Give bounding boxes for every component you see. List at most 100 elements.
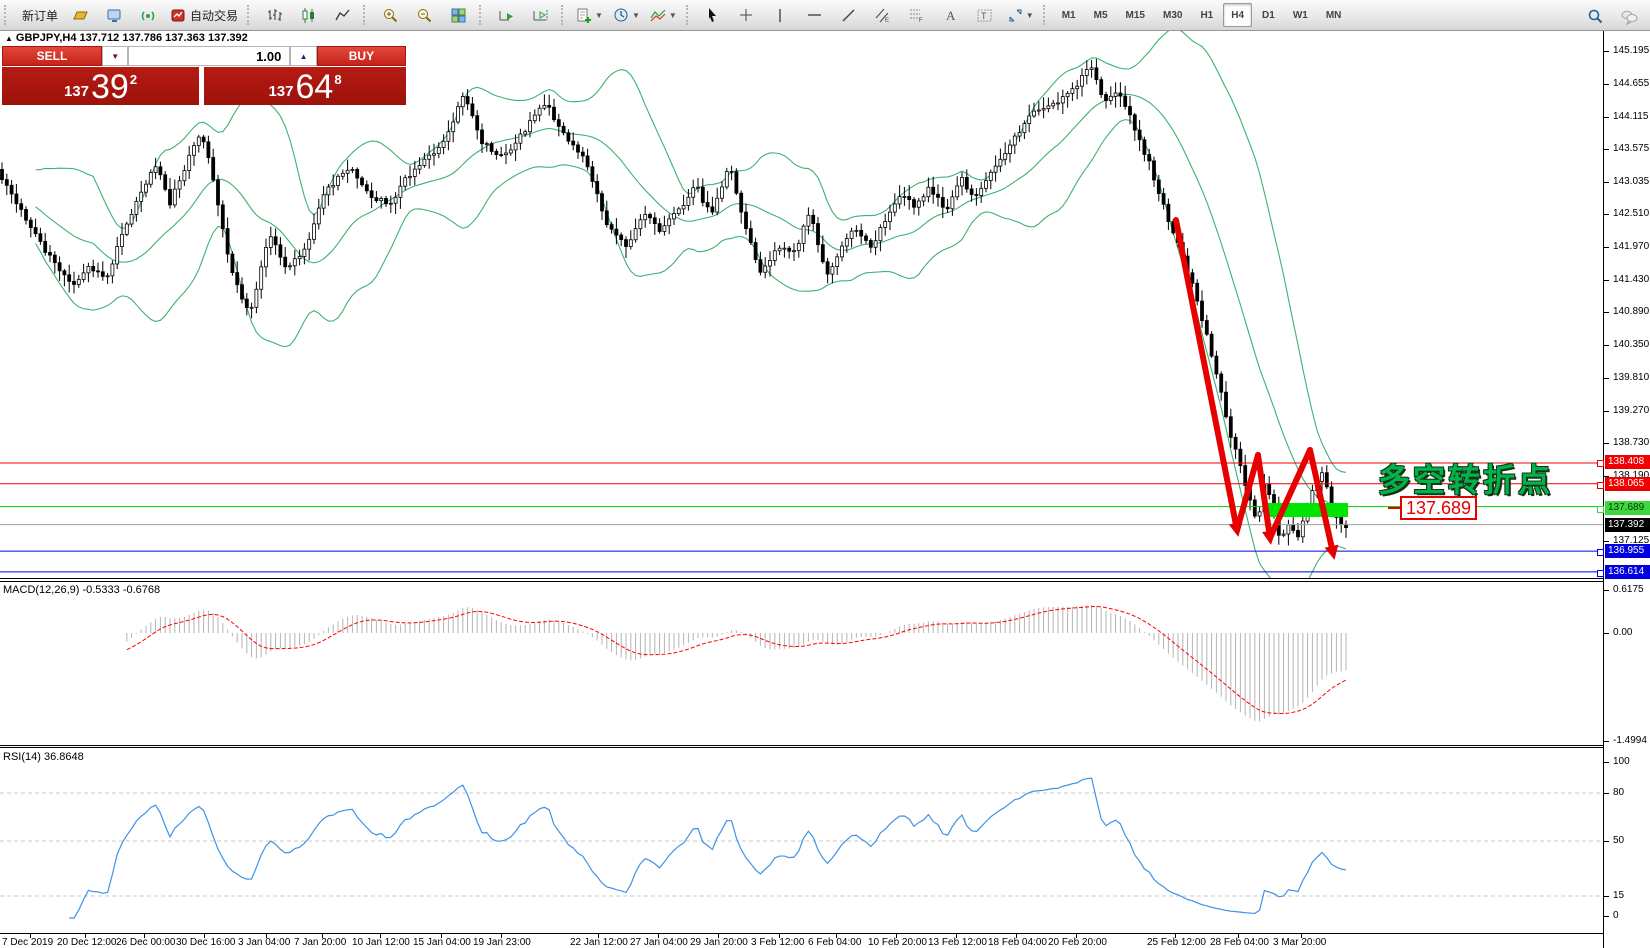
new-order-button-label: 新订单	[22, 8, 59, 23]
terminal-button[interactable]	[98, 2, 130, 28]
tile-windows-button[interactable]	[442, 2, 474, 28]
indicators-button[interactable]: ▼	[646, 2, 681, 28]
panel-separator[interactable]	[0, 578, 1603, 579]
price-tick-label: 139.810	[1613, 372, 1650, 383]
templates-button[interactable]: ▼	[572, 2, 607, 28]
timeframe-button-m15[interactable]: M15	[1125, 9, 1145, 21]
buy-price-prefix: 137	[268, 83, 294, 100]
volume-input[interactable]	[128, 46, 291, 66]
panel-separator[interactable]	[0, 745, 1603, 746]
sell-price-pips: 2	[129, 72, 138, 87]
panel-separator[interactable]	[0, 581, 1603, 582]
macd-subwindow-canvas[interactable]	[0, 581, 1603, 745]
time-tick-label: 26 Dec 00:00	[116, 937, 176, 948]
timeframe-button-m1[interactable]: M1	[1061, 9, 1076, 21]
rsi-subwindow-canvas[interactable]	[0, 748, 1603, 933]
zoom-in-button[interactable]	[374, 2, 406, 28]
line-anchor-marker[interactable]	[1597, 506, 1604, 513]
toolbar-grip	[4, 5, 11, 25]
new-order-button[interactable]: 新订单	[15, 2, 62, 28]
callout-connector	[1388, 507, 1400, 509]
line-anchor-marker[interactable]	[1597, 460, 1604, 467]
timeframe-button-h4[interactable]: H4	[1223, 3, 1253, 27]
sell-button[interactable]: SELL	[2, 46, 102, 66]
price-tick-label: 138.730	[1613, 437, 1650, 448]
support-highlight-bar[interactable]	[1264, 503, 1348, 517]
time-tick-label: 15 Jan 04:00	[413, 937, 471, 948]
volume-decrease-button[interactable]: ▼	[101, 46, 129, 66]
rsi-line	[69, 777, 1347, 919]
timeframe-button-mn[interactable]: MN	[1325, 9, 1342, 21]
price-tick-label: 145.195	[1613, 45, 1650, 56]
horizontal-line-button[interactable]	[799, 2, 831, 28]
macd-tick-label: -1.4994	[1613, 735, 1647, 746]
arrows-button[interactable]: ▼	[1003, 2, 1038, 28]
price-level-label: 136.955	[1605, 544, 1650, 558]
candlestick-button[interactable]	[292, 2, 324, 28]
timeframe-button-d1[interactable]: D1	[1262, 9, 1275, 21]
trend-arrow[interactable]	[1234, 452, 1261, 533]
timeframe-button-w1[interactable]: W1	[1292, 9, 1308, 21]
equidistant-channel-button[interactable]: E	[867, 2, 899, 28]
volume-increase-button[interactable]: ▲	[290, 46, 317, 66]
time-axis-tick	[779, 934, 780, 938]
ohlc-values: 137.712 137.786 137.363 137.392	[79, 32, 248, 44]
time-scale[interactable]: 7 Dec 2019 20 Dec 12:00 26 Dec 00:00 30 Dec…	[0, 933, 1650, 948]
cursor-button[interactable]	[697, 2, 729, 28]
sell-price-button[interactable]: 137 39 2	[2, 67, 199, 105]
shapes-icon	[1007, 7, 1024, 24]
zoom-out-button[interactable]	[408, 2, 440, 28]
axis-tick	[1604, 841, 1609, 842]
line-chart-button[interactable]	[326, 2, 358, 28]
axis-tick	[1604, 280, 1609, 281]
price-tick-label: 138.190	[1613, 470, 1650, 481]
text-button[interactable]: A	[935, 2, 967, 28]
price-scale[interactable]: 145.195 144.655 144.115 143.575 143.035 142.5…	[1597, 30, 1650, 948]
toolbar-grip	[479, 5, 486, 25]
trendline-button[interactable]	[833, 2, 865, 28]
chat-button[interactable]	[1613, 3, 1645, 29]
time-axis-tick	[30, 934, 31, 938]
line-anchor-marker[interactable]	[1597, 570, 1604, 577]
trend-arrow[interactable]	[1255, 452, 1276, 545]
bar-chart-icon	[266, 7, 283, 24]
main-chart-canvas[interactable]	[0, 30, 1603, 578]
bar-chart-button[interactable]	[258, 2, 290, 28]
line-anchor-marker[interactable]	[1597, 482, 1604, 489]
trend-arrow[interactable]	[1267, 447, 1313, 541]
profiles-button[interactable]	[64, 2, 96, 28]
rsi-tick-label: 50	[1613, 835, 1625, 846]
zoom-in-icon	[382, 7, 399, 24]
price-tick-label: 144.655	[1613, 78, 1650, 89]
line-anchor-marker[interactable]	[1597, 549, 1604, 556]
vertical-line-button[interactable]	[765, 2, 797, 28]
cursor-icon	[704, 7, 721, 24]
timeframe-button-m5[interactable]: M5	[1093, 9, 1108, 21]
buy-price-button[interactable]: 137 64 8	[204, 67, 406, 105]
line-chart-icon	[334, 7, 351, 24]
search-button[interactable]	[1579, 3, 1611, 29]
panel-separator[interactable]	[0, 747, 1603, 748]
signals-button[interactable]	[132, 2, 164, 28]
text-label-button[interactable]: T	[969, 2, 1001, 28]
axis-tick	[1604, 247, 1609, 248]
period-button[interactable]: ▼	[609, 2, 644, 28]
trend-arrow[interactable]	[1173, 217, 1243, 537]
crosshair-button[interactable]	[731, 2, 763, 28]
axis-tick	[1604, 741, 1609, 742]
chart-title: ▲ GBPJPY,H4 137.712 137.786 137.363 137.3…	[5, 32, 248, 44]
chevron-down-icon: ▼	[595, 10, 603, 20]
buy-button[interactable]: BUY	[316, 46, 407, 66]
autotrading-button[interactable]: 自动交易	[166, 2, 242, 28]
time-axis-tick	[1076, 934, 1077, 938]
timeframe-button-m30[interactable]: M30	[1162, 9, 1183, 21]
fibonacci-button[interactable]: F	[901, 2, 933, 28]
toolbar-grip	[247, 5, 254, 25]
timeframe-button-h1[interactable]: H1	[1200, 9, 1214, 21]
axis-tick	[1604, 345, 1609, 346]
trend-arrow[interactable]	[1307, 447, 1339, 560]
chart-shift-button[interactable]	[524, 2, 556, 28]
auto-scroll-button[interactable]	[490, 2, 522, 28]
